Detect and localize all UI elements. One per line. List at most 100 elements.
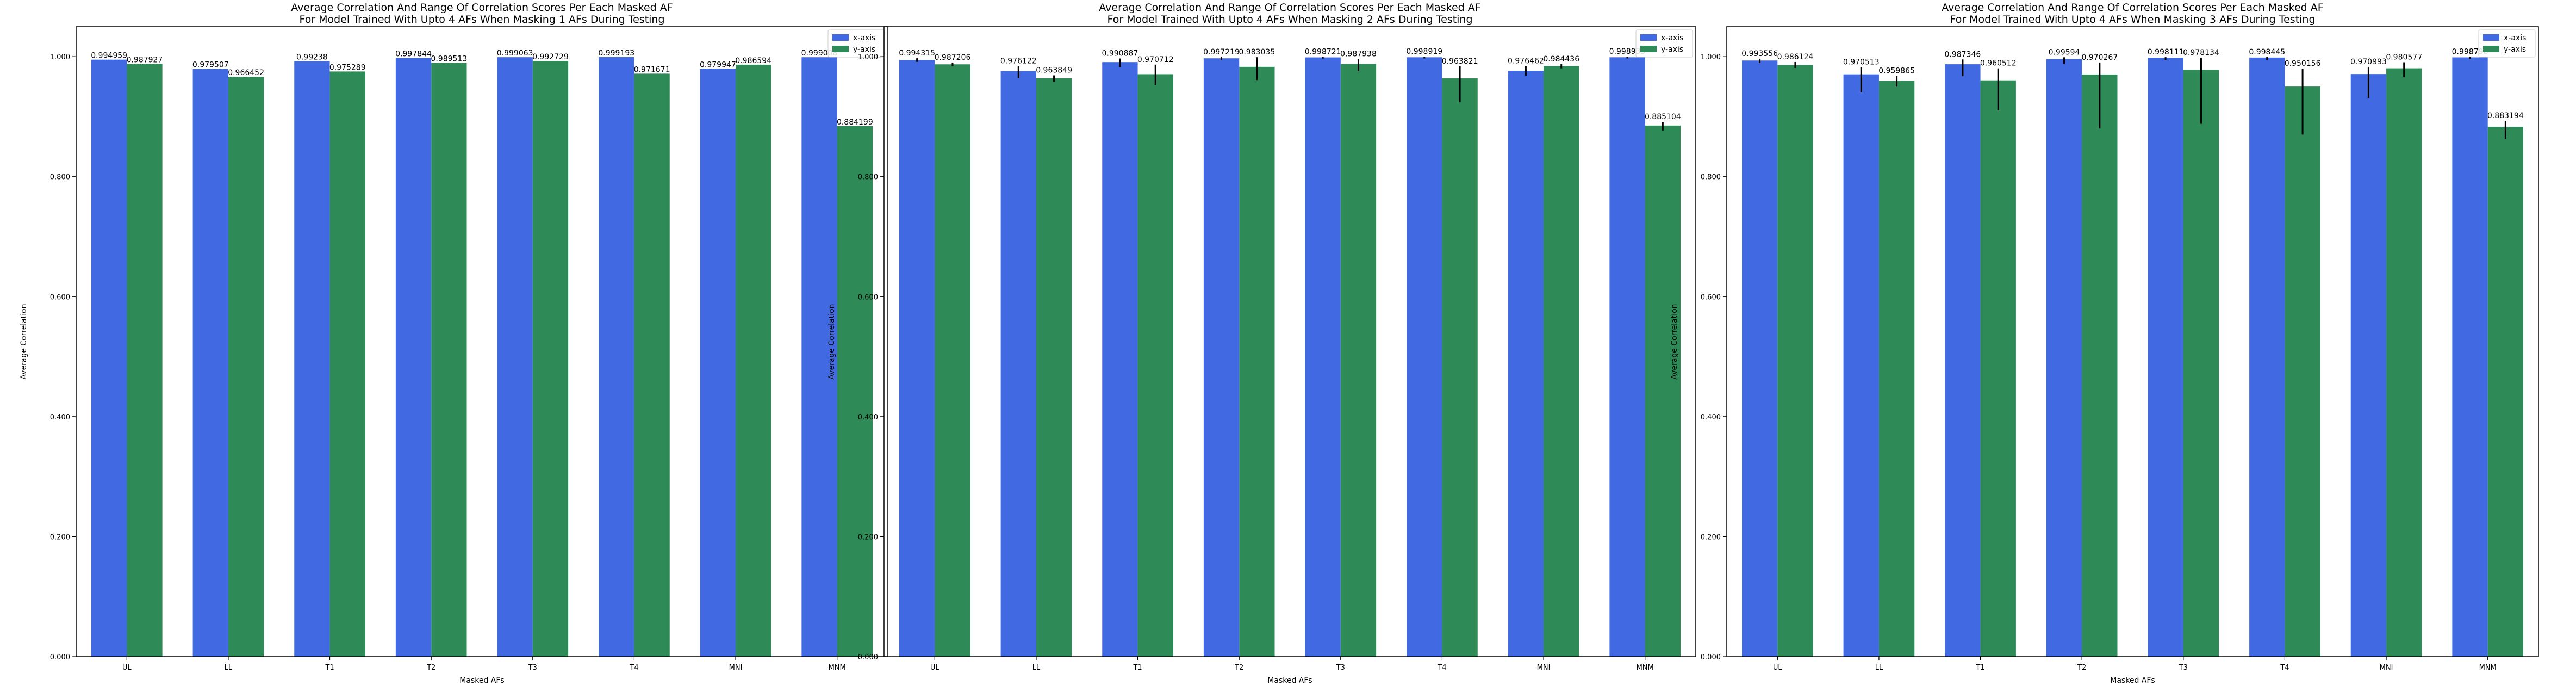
plot-frame	[883, 26, 1696, 657]
y-tick-label: 0.400	[1701, 413, 1721, 422]
legend-label-y-axis: y-axis	[1661, 45, 1683, 54]
y-axis-label: Average Correlation	[20, 304, 28, 379]
legend: x-axis y-axis	[2478, 29, 2536, 58]
x-tick-label: T4	[2280, 664, 2289, 672]
bar-x-axis-T3	[2148, 58, 2183, 657]
bar-x-axis-T4	[599, 57, 634, 657]
y-tick-label: 0.400	[858, 413, 878, 422]
y-tick-label: 0.600	[858, 293, 878, 301]
y-tick-label: 0.800	[1701, 174, 1721, 182]
y-tick-label: 1.000	[858, 53, 878, 61]
data-label-y-axis-T1: 0.975289	[329, 63, 366, 72]
legend-swatch-y-axis	[2483, 46, 2499, 52]
bar-y-axis-UL	[1777, 65, 1813, 657]
bar-y-axis-UL	[935, 64, 970, 657]
x-tick-label: LL	[1032, 664, 1041, 672]
chart-title: Average Correlation And Range Of Correla…	[291, 2, 673, 14]
bar-y-axis-T2	[2082, 74, 2118, 657]
plot-frame	[1726, 26, 2539, 657]
bar-y-axis-T4	[2285, 86, 2320, 657]
data-label-y-axis-T2: 0.983035	[1239, 48, 1275, 57]
bar-x-axis-T1	[1102, 62, 1138, 657]
y-tick-label: 0.200	[50, 533, 70, 541]
bar-x-axis-T4	[2249, 57, 2285, 657]
bar-x-axis-UL	[1741, 60, 1778, 657]
data-label-y-axis-LL: 0.959865	[1878, 67, 1915, 76]
bar-y-axis-T2	[431, 63, 467, 657]
legend-swatch-x-axis	[1640, 34, 1657, 41]
data-label-y-axis-T4: 0.971671	[634, 65, 670, 74]
bar-x-axis-MNM	[2452, 57, 2488, 657]
y-tick-label: 0.200	[1701, 533, 1721, 541]
bar-y-axis-T1	[1137, 74, 1173, 657]
x-tick-label: T2	[2077, 664, 2086, 672]
data-label-y-axis-UL: 0.987206	[935, 53, 971, 62]
data-label-y-axis-LL: 0.966452	[228, 69, 264, 77]
bar-x-axis-MNI	[2350, 74, 2387, 657]
bar-y-axis-T4	[634, 73, 670, 657]
bar-x-axis-MNM	[1609, 57, 1645, 657]
y-tick-label: 0.000	[1701, 653, 1721, 662]
data-label-x-axis-UL: 0.994959	[91, 52, 127, 60]
data-label-x-axis-T2: 0.997219	[1203, 48, 1240, 57]
legend: x-axis y-axis	[827, 29, 885, 58]
bar-y-axis-LL	[1036, 78, 1072, 657]
bar-y-axis-MNI	[736, 64, 771, 657]
bar-y-axis-T4	[1442, 78, 1478, 657]
bar-y-axis-MNI	[1544, 66, 1579, 657]
chart-panel-3: Average Correlation And Range Of Correla…	[1670, 2, 2539, 685]
data-label-y-axis-UL: 0.987927	[127, 55, 163, 64]
y-tick-label: 1.000	[50, 53, 70, 61]
chart-subtitle: For Model Trained With Upto 4 AFs When M…	[299, 14, 664, 26]
data-label-x-axis-MNI: 0.976462	[1508, 57, 1544, 65]
data-label-x-axis-T4: 0.999193	[598, 49, 634, 58]
chart-subtitle: For Model Trained With Upto 4 AFs When M…	[1107, 14, 1472, 26]
data-label-x-axis-T3: 0.999063	[497, 49, 533, 58]
bar-y-axis-T1	[1980, 80, 2016, 657]
data-label-x-axis-T2: 0.997844	[395, 50, 432, 59]
x-tick-label: LL	[1875, 664, 1883, 672]
data-label-x-axis-UL: 0.994315	[899, 49, 935, 58]
bar-y-axis-T3	[2183, 70, 2219, 657]
bar-x-axis-UL	[91, 59, 127, 657]
data-label-y-axis-MNI: 0.986594	[735, 57, 771, 65]
y-tick-label: 0.000	[50, 653, 70, 662]
x-tick-label: T2	[426, 664, 435, 672]
x-axis-label: Masked AFs	[459, 676, 504, 685]
x-tick-label: UL	[122, 664, 132, 672]
chart-panel-2: Average Correlation And Range Of Correla…	[827, 2, 1696, 685]
bar-x-axis-LL	[1000, 71, 1036, 657]
x-tick-label: T1	[1133, 664, 1142, 672]
plot-frame	[76, 26, 888, 657]
bar-y-axis-MNM	[837, 126, 873, 657]
y-axis-label: Average Correlation	[827, 304, 836, 379]
bar-x-axis-T1	[1945, 64, 1981, 657]
x-tick-label: T3	[2179, 664, 2188, 672]
y-tick-label: 0.000	[858, 653, 878, 662]
legend-label-y-axis: y-axis	[853, 45, 875, 54]
data-label-y-axis-T4: 0.950156	[2285, 59, 2321, 68]
x-axis-label: Masked AFs	[2110, 676, 2155, 685]
bar-y-axis-T2	[1239, 66, 1275, 657]
data-label-y-axis-LL: 0.963849	[1036, 66, 1072, 75]
data-label-x-axis-T1: 0.987346	[1944, 50, 1981, 59]
bar-y-axis-T3	[1340, 64, 1377, 657]
data-label-y-axis-T3: 0.992729	[532, 53, 569, 61]
chart-title: Average Correlation And Range Of Correla…	[1942, 2, 2323, 14]
legend: x-axis y-axis	[1635, 29, 1693, 58]
bar-y-axis-MNM	[2487, 126, 2524, 657]
data-label-x-axis-UL: 0.993556	[1741, 50, 1778, 58]
y-tick-label: 0.200	[858, 533, 878, 541]
data-label-y-axis-T4: 0.963821	[1442, 57, 1478, 66]
data-label-y-axis-T3: 0.987938	[1340, 50, 1377, 59]
data-label-x-axis-T3: 0.998111	[2148, 48, 2184, 57]
bar-x-axis-T4	[1407, 57, 1442, 657]
y-tick-label: 0.400	[50, 413, 70, 422]
x-tick-label: T3	[528, 664, 537, 672]
legend-swatch-y-axis	[1640, 46, 1657, 52]
bar-x-axis-UL	[899, 60, 935, 657]
data-label-x-axis-T3: 0.998721	[1305, 47, 1341, 56]
chart-panels: Average Correlation And Range Of Correla…	[20, 2, 2539, 685]
y-tick-label: 0.600	[1701, 293, 1721, 301]
